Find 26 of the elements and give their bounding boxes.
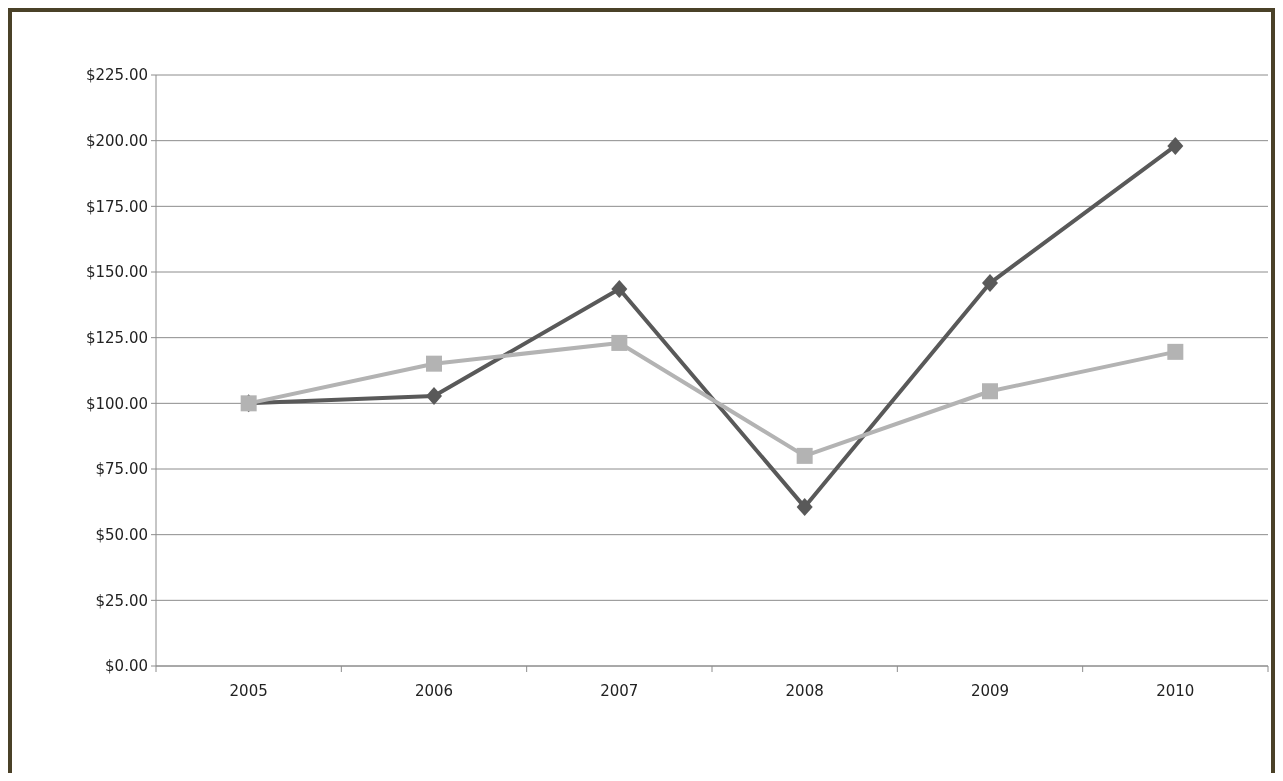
point <box>1167 343 1184 360</box>
x-tick-label: 2005 <box>229 682 268 700</box>
x-tick-label: 2010 <box>1156 682 1195 700</box>
y-tick-label: $0.00 <box>105 657 148 676</box>
point <box>982 274 998 293</box>
y-tick-label: $100.00 <box>85 394 148 413</box>
point <box>796 447 813 464</box>
x-tick-label: 2007 <box>600 682 639 700</box>
y-tick-label: $200.00 <box>85 131 148 150</box>
point <box>611 280 628 299</box>
y-tick-label: $125.00 <box>85 328 148 347</box>
point <box>426 355 442 372</box>
point <box>982 383 998 400</box>
point <box>796 498 813 517</box>
y-tick-label: $50.00 <box>95 525 148 544</box>
point <box>426 386 442 405</box>
y-tick-label: $25.00 <box>95 591 148 610</box>
x-tick-label: 2006 <box>414 682 454 700</box>
point <box>1167 136 1184 155</box>
x-tick-label: 2009 <box>970 682 1010 700</box>
y-tick-label: $150.00 <box>85 263 148 282</box>
y-tick-label: $175.00 <box>85 197 148 216</box>
x-tick-label: 2008 <box>785 682 824 700</box>
y-tick-label: $75.00 <box>95 460 148 479</box>
point <box>611 334 628 351</box>
y-tick-label: $225.00 <box>85 66 148 85</box>
